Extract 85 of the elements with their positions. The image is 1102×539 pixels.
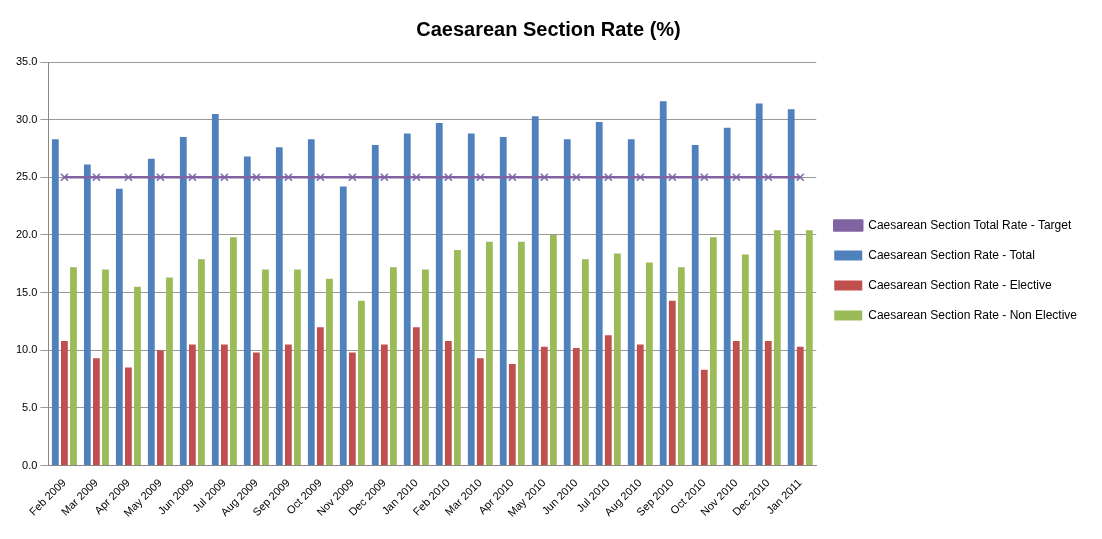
legend-label: Caesarean Section Rate - Elective	[868, 277, 1052, 292]
bar	[115, 188, 123, 466]
y-tick-label: 5.0	[22, 400, 38, 413]
bar	[316, 327, 324, 466]
bar	[517, 241, 525, 466]
bar	[659, 101, 667, 466]
y-tick-label: 15.0	[15, 285, 38, 298]
bar	[595, 121, 603, 466]
bar	[371, 145, 379, 466]
bar	[773, 230, 781, 466]
bar	[93, 358, 100, 466]
bar	[604, 335, 612, 466]
legend-label: Caesarean Section Rate - Non Elective	[868, 307, 1078, 322]
bar	[540, 346, 548, 466]
bar	[230, 237, 237, 466]
bar	[284, 344, 292, 466]
bar	[531, 116, 539, 466]
bar	[380, 344, 388, 466]
y-tick-label: 25.0	[15, 170, 38, 183]
bar	[453, 249, 461, 466]
bar	[508, 364, 516, 466]
bar	[645, 262, 653, 466]
bar	[796, 346, 804, 466]
bar	[787, 109, 795, 466]
bar	[627, 139, 635, 466]
bar	[179, 136, 187, 466]
bar	[435, 123, 443, 466]
bar	[741, 254, 749, 466]
bar	[307, 139, 315, 466]
bar	[691, 145, 699, 466]
bar	[262, 269, 269, 466]
bar	[124, 367, 132, 466]
y-tick-label: 35.0	[15, 55, 38, 68]
bar	[83, 164, 91, 466]
bar	[294, 269, 301, 466]
bar	[764, 341, 772, 466]
bar	[188, 344, 196, 466]
bar	[390, 267, 397, 466]
legend-label: Caesarean Section Rate - Total	[868, 247, 1035, 262]
y-tick-label: 20.0	[15, 227, 38, 240]
y-tick-label: 30.0	[15, 112, 38, 125]
bar	[102, 269, 109, 466]
bar	[700, 369, 708, 466]
bar	[499, 136, 507, 466]
bar	[636, 344, 644, 466]
bar	[156, 350, 164, 466]
bar	[198, 259, 205, 466]
bar	[549, 234, 557, 466]
bar	[326, 278, 333, 466]
bar	[61, 341, 68, 466]
bar	[220, 344, 228, 466]
bar	[147, 158, 155, 466]
bar	[275, 147, 283, 466]
bar	[485, 241, 493, 466]
bar	[444, 341, 452, 466]
chart-title: Caesarean Section Rate (%)	[416, 17, 681, 40]
y-tick-label: 10.0	[15, 343, 38, 356]
bar	[709, 237, 717, 466]
bar	[211, 113, 219, 466]
bar	[572, 347, 580, 466]
bar	[134, 286, 141, 466]
bar	[476, 358, 484, 466]
bar	[70, 267, 77, 466]
y-tick-label: 0.0	[22, 458, 38, 471]
bar	[613, 253, 621, 466]
bar	[166, 277, 173, 466]
bar	[563, 139, 571, 466]
bar	[668, 300, 676, 466]
bar	[339, 186, 347, 466]
bar	[422, 269, 429, 466]
bar	[403, 133, 411, 466]
bar	[467, 133, 475, 466]
bar	[51, 139, 59, 466]
legend-label: Caesarean Section Total Rate - Target	[868, 217, 1072, 232]
bar	[805, 230, 813, 466]
bar	[723, 127, 731, 466]
bar	[243, 156, 251, 466]
bar	[732, 341, 740, 466]
bar	[755, 103, 763, 466]
bar	[677, 267, 685, 466]
bar	[358, 300, 365, 466]
bar	[581, 259, 589, 466]
bar	[412, 327, 420, 466]
bar	[348, 352, 356, 466]
bar	[252, 352, 260, 466]
